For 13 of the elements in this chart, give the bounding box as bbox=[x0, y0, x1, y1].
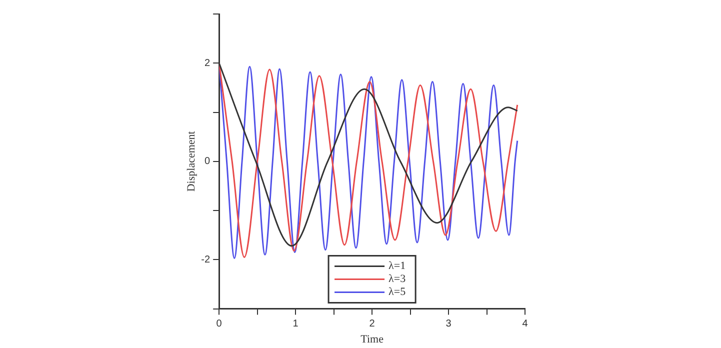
x-tick-label: 1 bbox=[292, 318, 299, 330]
x-tick-label: 3 bbox=[446, 318, 452, 330]
legend-label: λ=1 bbox=[388, 260, 406, 272]
y-tick-label: 0 bbox=[204, 156, 211, 168]
x-tick-label: 0 bbox=[216, 318, 222, 330]
y-tick-label: 2 bbox=[204, 58, 211, 69]
y-axis-title: Displacement bbox=[185, 131, 198, 192]
x-tick-label: 2 bbox=[369, 318, 376, 330]
legend-label: λ=5 bbox=[388, 286, 406, 298]
y-tick-label: -2 bbox=[201, 254, 211, 266]
legend-label: λ=3 bbox=[388, 273, 406, 286]
x-axis-title: Time bbox=[360, 333, 384, 346]
x-tick-label: 4 bbox=[522, 318, 528, 330]
